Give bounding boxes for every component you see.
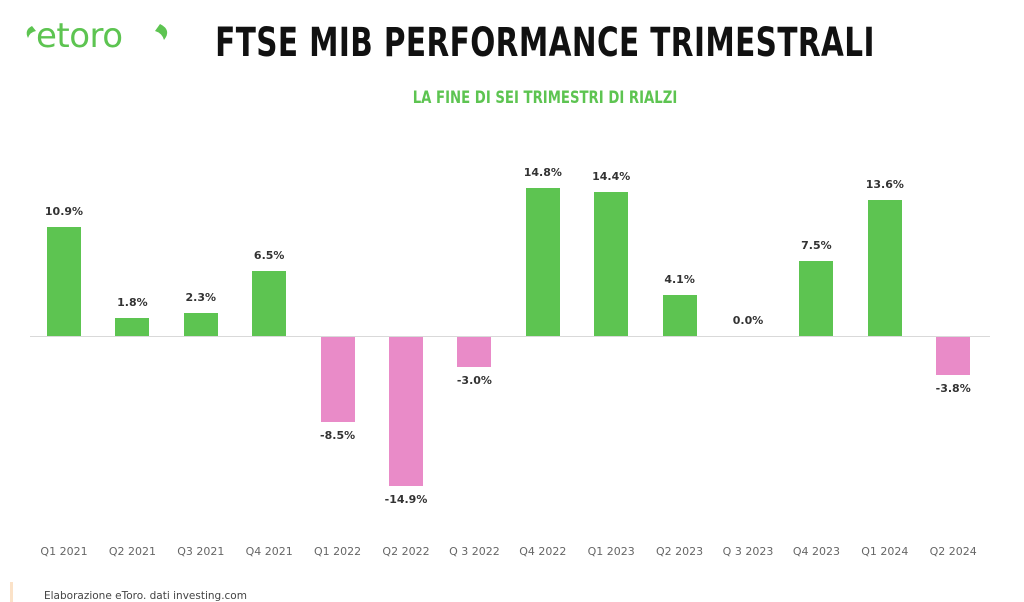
x-axis-label: Q4 2023 bbox=[792, 545, 840, 558]
value-label: 13.6% bbox=[865, 178, 904, 191]
etoro-logo: etoro bbox=[22, 16, 172, 58]
logo-text: etoro bbox=[36, 16, 123, 56]
bar-12 bbox=[867, 200, 902, 336]
value-label: 7.5% bbox=[801, 239, 832, 252]
value-label: 4.1% bbox=[664, 273, 695, 286]
chart-title: FTSE MIB PERFORMANCE TRIMESTRALI bbox=[215, 20, 875, 66]
value-label: 14.4% bbox=[592, 170, 631, 183]
chart-subtitle: LA FINE DI SEI TRIMESTRI DI RIALZI bbox=[412, 88, 678, 108]
x-axis-label: Q4 2022 bbox=[519, 545, 567, 558]
x-axis-label: Q4 2021 bbox=[245, 545, 293, 558]
bar-4 bbox=[320, 337, 355, 422]
bar-6 bbox=[457, 337, 492, 367]
x-axis-label: Q 3 2023 bbox=[722, 545, 774, 558]
bar-11 bbox=[799, 261, 834, 336]
bar-0 bbox=[47, 227, 81, 336]
value-label: -14.9% bbox=[384, 493, 428, 506]
value-label: -8.5% bbox=[320, 429, 356, 442]
bar-1 bbox=[115, 318, 150, 336]
bar-5 bbox=[389, 337, 423, 486]
x-axis-label: Q2 2023 bbox=[656, 545, 704, 558]
x-axis-label: Q1 2021 bbox=[40, 545, 88, 558]
bar-9 bbox=[662, 295, 697, 336]
x-axis-label: Q2 2021 bbox=[108, 545, 156, 558]
value-label: 1.8% bbox=[117, 296, 148, 309]
bar-13 bbox=[936, 337, 971, 375]
x-axis-label: Q1 2022 bbox=[314, 545, 362, 558]
x-axis-label: Q2 2024 bbox=[929, 545, 977, 558]
value-label: 0.0% bbox=[732, 314, 764, 327]
source-note: Elaborazione eToro. dati investing.com bbox=[44, 590, 247, 602]
x-axis-label: Q2 2022 bbox=[382, 545, 430, 558]
bar-3 bbox=[252, 271, 287, 336]
value-label: 2.3% bbox=[185, 291, 217, 304]
x-axis-label: Q1 2024 bbox=[861, 545, 909, 558]
x-axis-label: Q1 2023 bbox=[587, 545, 635, 558]
value-label: 14.8% bbox=[523, 166, 562, 179]
x-axis-label: Q 3 2022 bbox=[449, 545, 500, 558]
value-label: 10.9% bbox=[44, 205, 84, 218]
x-axis-label: Q3 2021 bbox=[177, 545, 225, 558]
value-label: -3.8% bbox=[935, 382, 971, 395]
bar-7 bbox=[525, 188, 560, 336]
value-label: 6.5% bbox=[253, 249, 285, 262]
source-accent-bar bbox=[10, 582, 13, 602]
bar-2 bbox=[183, 313, 218, 336]
zero-axis-line bbox=[30, 336, 990, 337]
bull-horns-icon bbox=[26, 24, 168, 40]
bar-8 bbox=[594, 192, 629, 336]
value-label: -3.0% bbox=[456, 374, 492, 387]
